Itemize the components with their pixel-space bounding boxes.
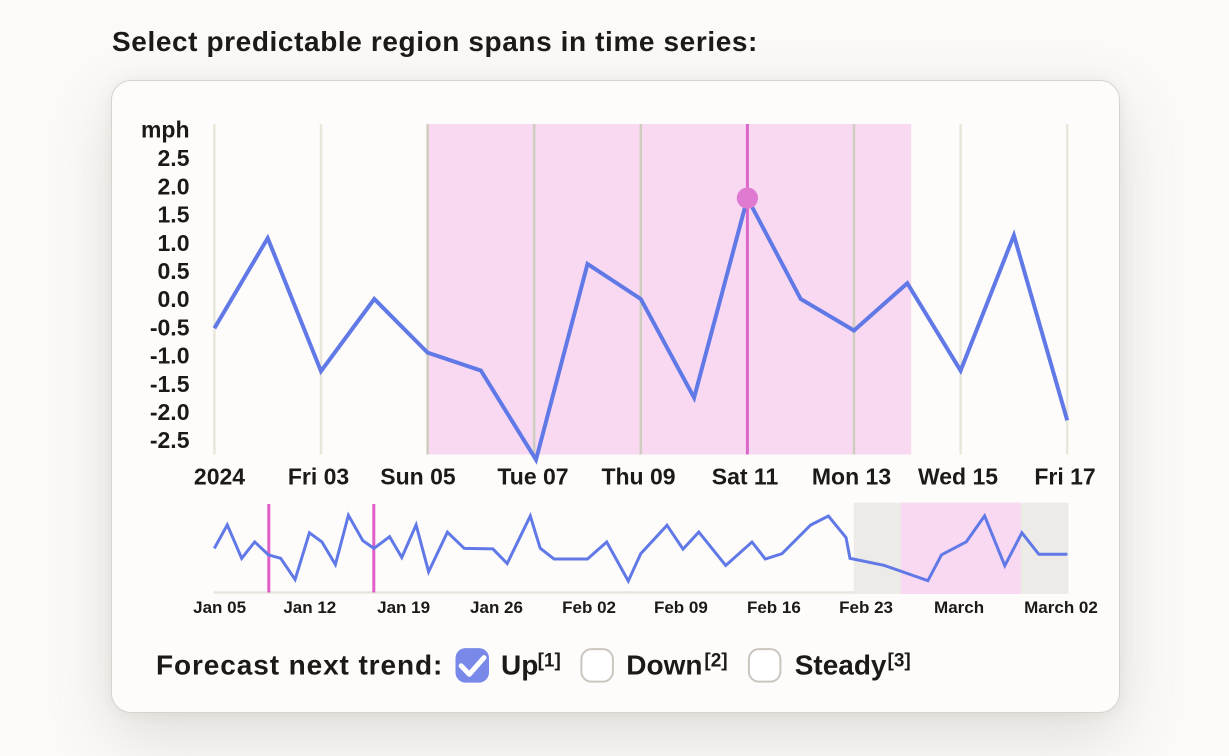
svg-text:[2]: [2] [704,651,727,672]
svg-text:Fri 17: Fri 17 [1034,464,1095,490]
svg-text:Feb 02: Feb 02 [562,598,616,617]
svg-text:0.5: 0.5 [158,258,190,284]
svg-text:[1]: [1] [538,651,561,672]
svg-text:March 02: March 02 [1024,598,1098,617]
svg-text:Jan 05: Jan 05 [193,598,246,617]
svg-text:Feb 09: Feb 09 [654,598,708,617]
svg-text:March: March [934,598,984,617]
svg-text:2.5: 2.5 [158,145,190,171]
svg-text:Jan 19: Jan 19 [377,598,430,617]
svg-text:Wed 15: Wed 15 [918,464,998,490]
svg-text:Sun 05: Sun 05 [380,464,456,490]
svg-text:Fri 03: Fri 03 [288,464,349,490]
svg-text:mph: mph [141,117,190,143]
svg-text:1.5: 1.5 [158,202,190,228]
svg-text:Tue 07: Tue 07 [497,464,568,490]
svg-text:Feb 16: Feb 16 [747,598,801,617]
svg-text:Jan 12: Jan 12 [283,598,336,617]
svg-text:Jan 26: Jan 26 [470,598,523,617]
svg-text:2.0: 2.0 [158,173,190,199]
svg-text:-1.5: -1.5 [150,371,190,397]
svg-text:2024: 2024 [194,464,245,490]
svg-text:Steady: Steady [795,650,887,681]
svg-text:Sat 11: Sat 11 [712,464,779,490]
svg-text:-2.0: -2.0 [150,399,190,425]
svg-text:Thu 09: Thu 09 [601,464,675,490]
svg-text:-2.5: -2.5 [150,427,190,453]
svg-text:0.0: 0.0 [158,286,190,312]
svg-text:[3]: [3] [888,651,911,672]
svg-text:Select predictable region span: Select predictable region spans in time … [112,26,758,57]
svg-text:Down: Down [626,650,702,681]
svg-text:Forecast next trend:: Forecast next trend: [156,650,443,681]
svg-text:1.0: 1.0 [158,230,190,256]
svg-text:-0.5: -0.5 [150,314,190,340]
svg-text:Mon 13: Mon 13 [812,464,891,490]
svg-text:Feb 23: Feb 23 [839,598,893,617]
svg-text:-1.0: -1.0 [150,343,190,369]
svg-text:Up: Up [501,650,538,681]
